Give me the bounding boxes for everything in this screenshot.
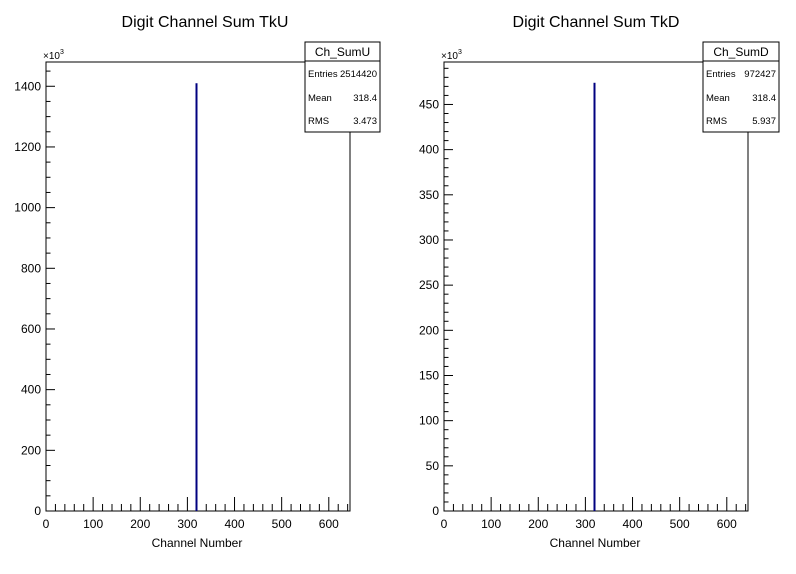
x-axis: 0 100 200 300 400 500 600: [43, 497, 349, 531]
y-exponent-base: ×10: [441, 51, 458, 62]
y-axis: 0 50 100 150 200 250 300 350 400 450: [419, 67, 453, 518]
y-tick-label: 250: [419, 278, 439, 292]
y-tick-label: 600: [21, 322, 41, 336]
x-axis-label: Channel Number: [550, 536, 641, 550]
stats-box-frame: [304, 41, 381, 133]
stats-mean-label: Mean: [706, 93, 730, 104]
y-tick-label: 200: [419, 323, 439, 337]
y-tick-label: 400: [21, 383, 41, 397]
x-tick-label: 0: [441, 517, 448, 531]
histogram-peak-bar: [195, 83, 198, 512]
y-exponent-base: ×10: [43, 51, 60, 62]
chart-title: Digit Channel Sum TkD: [513, 14, 680, 31]
y-tick-label: 0: [34, 504, 41, 518]
x-tick-label: 500: [670, 517, 690, 531]
y-exponent-label: ×103: [43, 49, 64, 62]
chart-title: Digit Channel Sum TkU: [122, 14, 289, 31]
stats-box: Ch_SumD Entries 972427 Mean 318.4 RMS 5.937: [702, 41, 780, 133]
x-tick-label: 400: [225, 517, 245, 531]
stats-rms-label: RMS: [308, 116, 329, 127]
stats-rms-value: 3.473: [353, 116, 377, 127]
x-tick-label: 200: [528, 517, 548, 531]
y-tick-label: 1200: [14, 140, 41, 154]
y-tick-label: 300: [419, 233, 439, 247]
stats-box-title: Ch_SumD: [713, 45, 769, 59]
x-tick-label: 100: [83, 517, 103, 531]
histogram-panel-ch_sumu: Digit Channel Sum TkU 0 100 200 300 400 500 600…: [14, 14, 381, 550]
stats-mean-value: 318.4: [752, 93, 776, 104]
histogram-peak-bar: [593, 82, 596, 511]
y-exponent-power: 3: [60, 49, 64, 56]
y-tick-label: 150: [419, 368, 439, 382]
stats-entries-label: Entries: [308, 69, 338, 80]
stats-entries-value: 2514420: [340, 69, 377, 80]
y-exponent-label: ×103: [441, 49, 462, 62]
y-tick-label: 100: [419, 414, 439, 428]
x-axis: 0 100 200 300 400 500 600: [441, 497, 747, 531]
y-tick-label: 50: [426, 459, 440, 473]
plot-frame: [443, 61, 749, 512]
x-tick-label: 0: [43, 517, 50, 531]
stats-box-title: Ch_SumU: [315, 45, 370, 59]
y-exponent-power: 3: [458, 49, 462, 56]
stats-mean-value: 318.4: [353, 93, 377, 104]
y-tick-label: 800: [21, 261, 41, 275]
x-tick-label: 100: [481, 517, 501, 531]
y-tick-label: 1400: [14, 79, 41, 93]
stats-rms-label: RMS: [706, 116, 727, 127]
stats-box: Ch_SumU Entries 2514420 Mean 318.4 RMS 3.473: [304, 41, 381, 133]
x-tick-label: 400: [623, 517, 643, 531]
x-tick-label: 600: [319, 517, 339, 531]
y-tick-label: 1000: [14, 201, 41, 215]
plot-frame: [45, 61, 351, 512]
x-tick-label: 300: [177, 517, 197, 531]
y-axis: 0 200 400 600 800 1000 1200 1400: [14, 70, 55, 518]
stats-box-frame: [702, 41, 780, 133]
x-tick-label: 600: [717, 517, 737, 531]
stats-entries-value: 972427: [744, 69, 776, 80]
x-axis-label: Channel Number: [152, 536, 243, 550]
stats-rms-value: 5.937: [752, 116, 776, 127]
y-tick-label: 350: [419, 188, 439, 202]
y-tick-label: 400: [419, 143, 439, 157]
y-tick-label: 450: [419, 97, 439, 111]
x-tick-label: 300: [575, 517, 595, 531]
x-tick-label: 200: [130, 517, 150, 531]
y-tick-label: 0: [432, 504, 439, 518]
y-tick-label: 200: [21, 443, 41, 457]
stats-mean-label: Mean: [308, 93, 332, 104]
x-tick-label: 500: [272, 517, 292, 531]
stats-entries-label: Entries: [706, 69, 736, 80]
